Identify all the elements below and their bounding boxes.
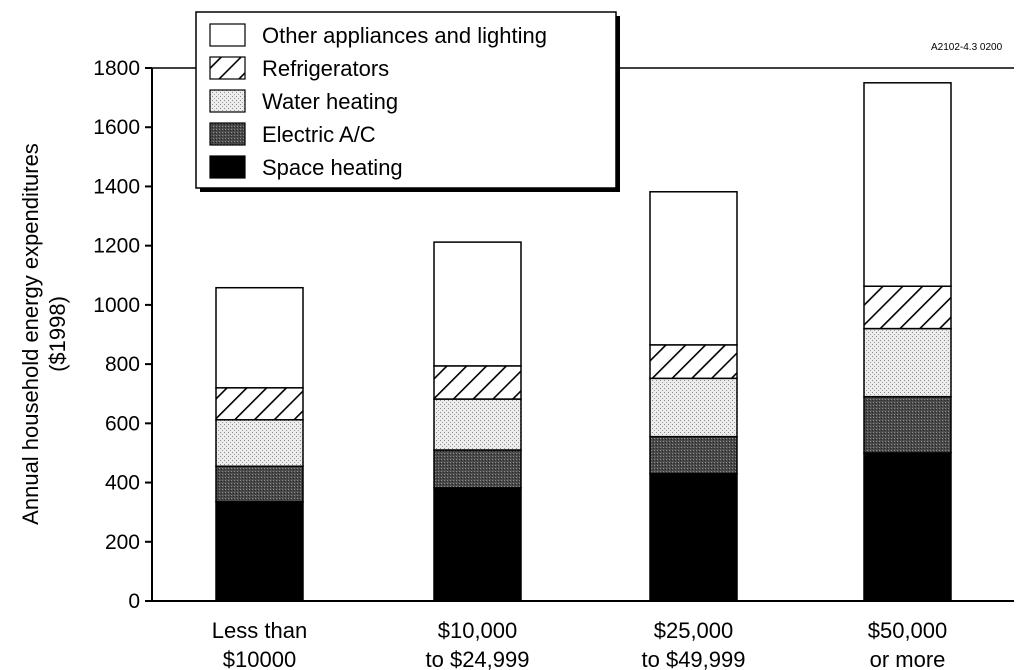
bar-segment-electric-a-c	[433, 449, 522, 489]
legend-swatch	[209, 155, 246, 179]
bar-segment-other-appliances-and-lighting	[649, 191, 738, 346]
bar-segment-water-heating	[433, 398, 522, 451]
bars	[215, 82, 952, 602]
x-category-label: $50,000	[868, 618, 948, 643]
bar-segment-water-heating	[649, 377, 738, 438]
legend-item-electric-a-c: Electric A/C	[209, 122, 376, 147]
bar-segment-other-appliances-and-lighting	[215, 286, 304, 389]
legend-label: Electric A/C	[262, 122, 376, 147]
y-tick-label: 1600	[93, 116, 140, 139]
bar-segment-space-heating	[215, 501, 304, 602]
legend-item-water-heating: Water heating	[209, 89, 398, 114]
bar-segment-electric-a-c	[649, 435, 738, 475]
bar-segment-refrigerators	[215, 387, 304, 421]
bar-segment-water-heating	[863, 327, 952, 398]
x-category-label: $10000	[223, 647, 296, 670]
bar-segment-water-heating	[215, 419, 304, 468]
x-category-label: $25,000	[654, 618, 734, 643]
bar-segment-refrigerators	[433, 365, 522, 400]
y-tick-label: 1400	[93, 175, 140, 198]
x-category-label: to $49,999	[642, 647, 746, 670]
bar-segment-other-appliances-and-lighting	[863, 82, 952, 287]
bar-stack-50-000-or-more	[863, 82, 952, 602]
y-tick-label: 800	[105, 353, 140, 376]
y-tick-label: 1000	[93, 294, 140, 317]
y-axis-label-line: Annual household energy expenditures	[18, 143, 43, 525]
legend-swatch	[209, 89, 246, 113]
legend: Other appliances and lighting Refrigerato…	[195, 11, 620, 192]
x-category-label: or more	[870, 647, 946, 670]
y-axis-label-line: ($1998)	[45, 296, 70, 372]
x-category-label: to $24,999	[426, 647, 530, 670]
bar-segment-space-heating	[863, 452, 952, 602]
legend-item-other-appliances-and-lighting: Other appliances and lighting	[209, 23, 547, 48]
legend-swatch	[209, 122, 246, 146]
bar-stack-less-than-10000	[215, 286, 304, 602]
y-tick-label: 400	[105, 472, 140, 495]
legend-item-space-heating: Space heating	[209, 155, 403, 180]
legend-swatch	[209, 23, 246, 47]
y-tick-label: 200	[105, 531, 140, 554]
y-tick-label: 0	[128, 590, 140, 613]
legend-box	[195, 11, 617, 189]
y-tick-label: 600	[105, 412, 140, 435]
legend-label: Other appliances and lighting	[262, 23, 547, 48]
bar-segment-electric-a-c	[863, 395, 952, 454]
legend-item-refrigerators: Refrigerators	[209, 56, 389, 81]
bar-segment-space-heating	[649, 472, 738, 602]
y-axis-label: Annual household energy expenditures ($19…	[18, 143, 70, 525]
bar-stack-10-000-to-24-999	[433, 241, 522, 602]
x-axis-category-labels: Less than $10000 $10,000 to $24,999 $25,000 t…	[212, 618, 947, 670]
bar-segment-space-heating	[433, 487, 522, 602]
figure-code: A2102-4.3 0200	[931, 42, 1003, 53]
y-tick-label: 1800	[93, 57, 140, 80]
bar-segment-electric-a-c	[215, 465, 304, 503]
legend-label: Space heating	[262, 155, 403, 180]
legend-swatch	[209, 56, 246, 80]
bar-segment-refrigerators	[649, 344, 738, 380]
y-tick-label: 1200	[93, 235, 140, 258]
bar-stack-25-000-to-49-999	[649, 191, 738, 602]
legend-label: Refrigerators	[262, 56, 389, 81]
x-category-label: Less than	[212, 618, 307, 643]
bar-segment-other-appliances-and-lighting	[433, 241, 522, 367]
bar-segment-refrigerators	[863, 285, 952, 330]
legend-label: Water heating	[262, 89, 398, 114]
x-category-label: $10,000	[438, 618, 518, 643]
